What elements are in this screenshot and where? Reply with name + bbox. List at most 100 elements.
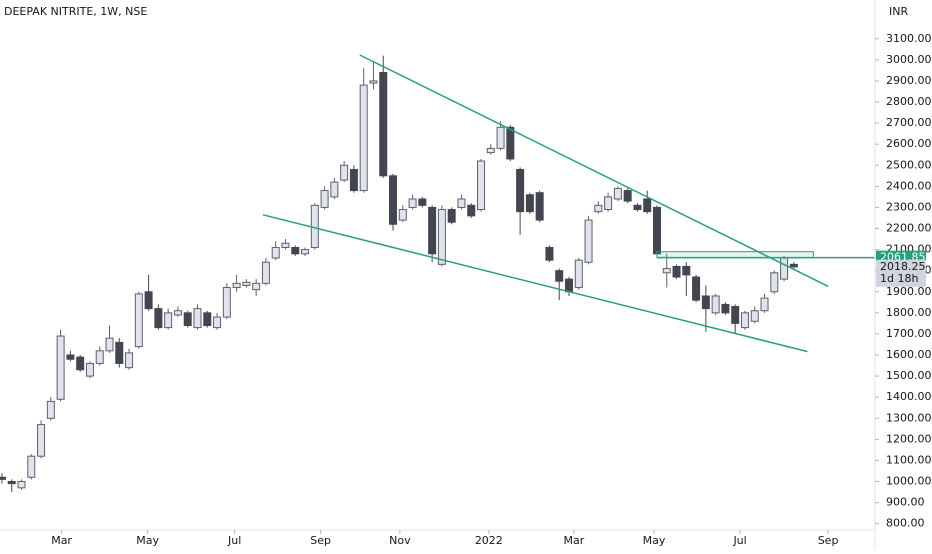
candle-body xyxy=(721,303,730,314)
candle-body xyxy=(594,204,603,213)
last-price-label: 2018.25 xyxy=(880,260,926,273)
candle-body xyxy=(486,147,495,154)
y-tick-label: 2800.00 xyxy=(886,95,932,108)
candle-body xyxy=(692,276,701,301)
candle-body xyxy=(731,306,740,324)
candle-body xyxy=(457,198,466,208)
candle-body xyxy=(7,481,16,485)
x-tick-label: Nov xyxy=(389,534,411,547)
last-price-box xyxy=(876,259,926,287)
candle-body xyxy=(183,312,192,326)
candle-body xyxy=(115,341,124,364)
candle-body xyxy=(701,295,710,310)
candle-body xyxy=(232,282,241,289)
candle-body xyxy=(525,194,534,213)
candle-body xyxy=(213,316,222,329)
y-tick-label: 2200.00 xyxy=(886,222,932,235)
candle-body xyxy=(330,181,339,198)
candle-body xyxy=(604,196,613,211)
candle-body xyxy=(389,175,398,225)
y-tick-label: 900.00 xyxy=(886,496,925,509)
candle-body xyxy=(760,297,769,312)
y-tick-label: 2300.00 xyxy=(886,200,932,213)
x-tick-label: Jul xyxy=(227,534,241,547)
y-tick-label: 2900.00 xyxy=(886,74,932,87)
candle-body xyxy=(56,335,65,400)
candle-body xyxy=(359,84,368,192)
candle-body xyxy=(144,291,153,310)
candle-body xyxy=(408,198,417,208)
y-tick-label: 1200.00 xyxy=(886,432,932,445)
candle-body xyxy=(320,190,329,208)
candle-body xyxy=(154,308,163,329)
candle-body xyxy=(173,310,182,316)
candle-body xyxy=(740,312,749,329)
candle-body xyxy=(633,204,642,211)
candle-body xyxy=(193,308,202,329)
candle-body xyxy=(310,204,319,248)
candle-body xyxy=(711,295,720,314)
y-tick-label: 1800.00 xyxy=(886,306,932,319)
y-tick-label: 1900.00 xyxy=(886,285,932,298)
candle-body xyxy=(76,356,85,371)
candle-body xyxy=(17,481,26,489)
candle-body xyxy=(222,287,231,318)
candle-body xyxy=(281,242,290,248)
candle-body xyxy=(467,204,476,217)
candle-body xyxy=(242,281,251,286)
candle-body xyxy=(125,352,134,369)
candle-body xyxy=(369,80,378,84)
candle-body xyxy=(574,259,583,289)
candle-body xyxy=(398,209,407,221)
y-tick-label: 2500.00 xyxy=(886,158,932,171)
y-tick-label: 1300.00 xyxy=(886,411,932,424)
candle-body xyxy=(66,354,75,360)
candle-body xyxy=(682,265,691,276)
candle-body xyxy=(428,206,437,255)
candle-body xyxy=(301,249,310,255)
candle-body xyxy=(545,246,554,261)
y-tick-label: 1400.00 xyxy=(886,390,932,403)
candle-body xyxy=(27,455,36,478)
x-tick-label: Sep xyxy=(818,534,839,547)
chart-title: DEEPAK NITRITE, 1W, NSE xyxy=(4,5,147,18)
y-tick-label: 1100.00 xyxy=(886,453,932,466)
y-tick-label: 1700.00 xyxy=(886,327,932,340)
candle-body xyxy=(535,192,544,221)
candle-body xyxy=(672,265,681,278)
candle-body xyxy=(555,270,564,282)
candle-body xyxy=(584,219,593,263)
candle-body xyxy=(564,278,573,293)
candle-body xyxy=(271,246,280,259)
y-tick-label: 3000.00 xyxy=(886,53,932,66)
candle-body xyxy=(379,71,388,177)
candle-body xyxy=(252,282,261,291)
countdown-label: 1d 18h xyxy=(880,272,918,285)
x-tick-label: Mar xyxy=(563,534,584,547)
candle-body xyxy=(349,168,358,192)
y-tick-label: 800.00 xyxy=(886,517,925,530)
currency: INR xyxy=(889,5,908,18)
candle-body xyxy=(261,261,270,284)
trendline xyxy=(262,214,808,353)
y-tick-label: 3100.00 xyxy=(886,32,932,45)
candle-body xyxy=(95,350,104,364)
y-tick-label: 1500.00 xyxy=(886,369,932,382)
candle-body xyxy=(418,198,427,206)
candle-body xyxy=(37,424,46,457)
candle-body xyxy=(340,164,349,181)
candle-body xyxy=(613,187,622,200)
candle-body xyxy=(496,126,505,149)
y-tick-label: 2700.00 xyxy=(886,116,932,129)
x-tick-label: May xyxy=(643,534,666,547)
y-tick-label: 2600.00 xyxy=(886,137,932,150)
candle-body xyxy=(506,126,515,160)
zone xyxy=(656,251,814,259)
y-tick-label: 2400.00 xyxy=(886,179,932,192)
candle-body xyxy=(85,362,94,377)
candle-body xyxy=(105,337,114,352)
candle-body xyxy=(477,160,486,211)
y-tick-label: 1600.00 xyxy=(886,348,932,361)
candle-body xyxy=(437,209,446,265)
